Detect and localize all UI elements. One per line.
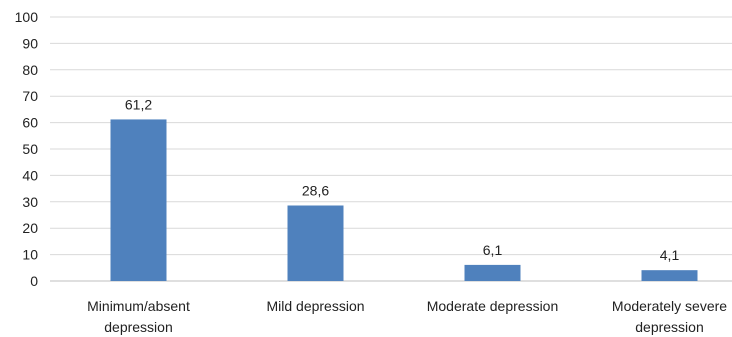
bar (641, 270, 698, 281)
y-tick-label: 0 (30, 273, 38, 289)
bar (464, 264, 521, 281)
bar (287, 205, 344, 281)
y-tick-label: 60 (22, 115, 38, 131)
x-tick-label: depression (104, 319, 173, 335)
y-tick-label: 30 (22, 194, 38, 210)
data-label: 4,1 (660, 247, 680, 263)
x-tick-label: Minimum/absent (87, 298, 190, 314)
y-tick-label: 40 (22, 167, 38, 183)
data-label: 61,2 (125, 96, 152, 112)
x-tick-label: Moderately severe (612, 298, 727, 314)
y-tick-label: 10 (22, 247, 38, 263)
y-tick-label: 100 (15, 9, 39, 25)
y-tick-label: 20 (22, 220, 38, 236)
x-tick-label: depression (635, 319, 704, 335)
x-tick-label: Moderate depression (427, 298, 559, 314)
y-tick-label: 80 (22, 62, 38, 78)
y-tick-label: 90 (22, 35, 38, 51)
bar (110, 119, 167, 281)
bars (110, 119, 698, 281)
data-label: 6,1 (483, 242, 503, 258)
data-label: 28,6 (302, 182, 329, 198)
data-labels: 61,2 28,6 6,1 4,1 (125, 96, 680, 263)
x-axis-categories: Minimum/absent depression Mild depression M… (87, 298, 727, 335)
x-tick-label: Mild depression (266, 298, 364, 314)
y-tick-label: 70 (22, 88, 38, 104)
y-tick-label: 50 (22, 141, 38, 157)
y-axis-ticks: 0 10 20 30 40 50 60 70 80 90 100 (15, 9, 39, 289)
